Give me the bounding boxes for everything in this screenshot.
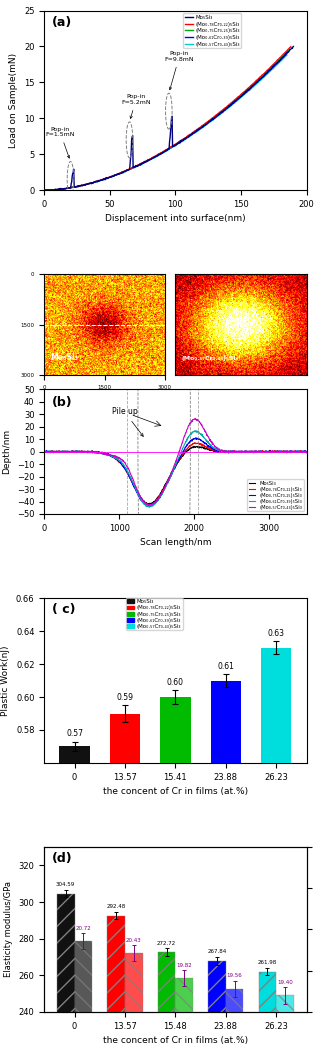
Bar (208, 961, 226, 1054)
Bar (158, 952, 175, 1054)
Bar (261, 647, 291, 1054)
Text: Pop-in
F=1.5mN: Pop-in F=1.5mN (45, 126, 75, 158)
Bar (110, 714, 140, 1054)
Legend: Mo₅Si₃, (Mo₀.₇₈Cr₀.₂₂)₅Si₃, (Mo₀.₇₅Cr₀.₂₅)₅Si₃, (Mo₀.₆₁Cr₀.₃₉)₅Si₃, (Mo₀.₅₇Cr₀.₄: Mo₅Si₃, (Mo₀.₇₈Cr₀.₂₂)₅Si₃, (Mo₀.₇₅Cr₀.₂… (183, 14, 241, 48)
X-axis label: the concent of Cr in films (at.%): the concent of Cr in films (at.%) (103, 1036, 248, 1046)
Text: (a): (a) (52, 16, 72, 28)
Text: 267.84: 267.84 (207, 950, 227, 955)
Text: (b): (b) (52, 395, 73, 409)
Text: (d): (d) (52, 852, 73, 865)
Bar (59, 746, 90, 1054)
Text: 0.59: 0.59 (116, 692, 133, 702)
Bar (175, 978, 193, 1054)
Text: ( c): ( c) (52, 603, 76, 617)
Text: Pop-in
F=9.8mN: Pop-in F=9.8mN (165, 51, 194, 90)
Text: 0.60: 0.60 (167, 678, 184, 687)
Text: 19.82: 19.82 (176, 962, 192, 968)
Text: 304.59: 304.59 (56, 882, 75, 887)
X-axis label: the concent of Cr in films (at.%): the concent of Cr in films (at.%) (103, 787, 248, 796)
Text: 0.57: 0.57 (66, 729, 83, 738)
Text: 292.48: 292.48 (106, 904, 126, 910)
Bar (160, 697, 191, 1054)
Text: 0.63: 0.63 (268, 629, 285, 638)
Text: Pile up: Pile up (112, 407, 143, 436)
X-axis label: Displacement into surface(nm): Displacement into surface(nm) (105, 215, 246, 223)
Text: 0.61: 0.61 (217, 662, 234, 670)
Text: 19.40: 19.40 (277, 980, 293, 985)
Bar (75, 941, 92, 1054)
Legend: Mo₅Si₃, (Mo₀.₇₈Cr₀.₂₂)₅Si₃, (Mo₀.₇₅Cr₀.₂₅)₅Si₃, (Mo₀.₆₁Cr₀.₃₉)₅Si₃, (Mo₀.₅₇Cr₀.₄: Mo₅Si₃, (Mo₀.₇₈Cr₀.₂₂)₅Si₃, (Mo₀.₇₅Cr₀.₂… (126, 598, 183, 630)
Text: 20.43: 20.43 (126, 938, 142, 942)
Bar (276, 995, 294, 1054)
Legend: Mo₅Si₃, (Mo₀.₇₈Cr₀.₂₂)₅Si₃, (Mo₀.₇₅Cr₀.₂₅)₅Si₃, (Mo₀.₆₁Cr₀.₃₉)₅Si₃, (Mo₀.₅₇Cr₀.₄: Mo₅Si₃, (Mo₀.₇₈Cr₀.₂₂)₅Si₃, (Mo₀.₇₅Cr₀.₂… (247, 479, 304, 511)
Bar (258, 972, 276, 1054)
Y-axis label: Elasticity modulus/GPa: Elasticity modulus/GPa (4, 881, 13, 977)
Bar (125, 953, 143, 1054)
Text: 19.56: 19.56 (227, 974, 242, 978)
Bar (226, 989, 243, 1054)
Text: 20.72: 20.72 (76, 925, 91, 931)
X-axis label: Scan length/nm: Scan length/nm (140, 539, 211, 547)
Text: 272.72: 272.72 (157, 940, 176, 945)
Bar (211, 681, 241, 1054)
Bar (57, 894, 75, 1054)
Y-axis label: Depth/nm: Depth/nm (2, 429, 11, 474)
Y-axis label: Plastic Work(nJ): Plastic Work(nJ) (1, 645, 10, 716)
Text: Pop-in
F=5.2mN: Pop-in F=5.2mN (121, 94, 151, 118)
Text: (Mo₀.₅₇Cr₀.₄₃)₅Si₃: (Mo₀.₅₇Cr₀.₄₃)₅Si₃ (182, 356, 239, 360)
Text: Mo₅Si₃: Mo₅Si₃ (50, 353, 78, 362)
Text: 261.98: 261.98 (258, 960, 277, 965)
Y-axis label: Load on Sample(mN): Load on Sample(mN) (9, 53, 18, 148)
Bar (107, 916, 125, 1054)
